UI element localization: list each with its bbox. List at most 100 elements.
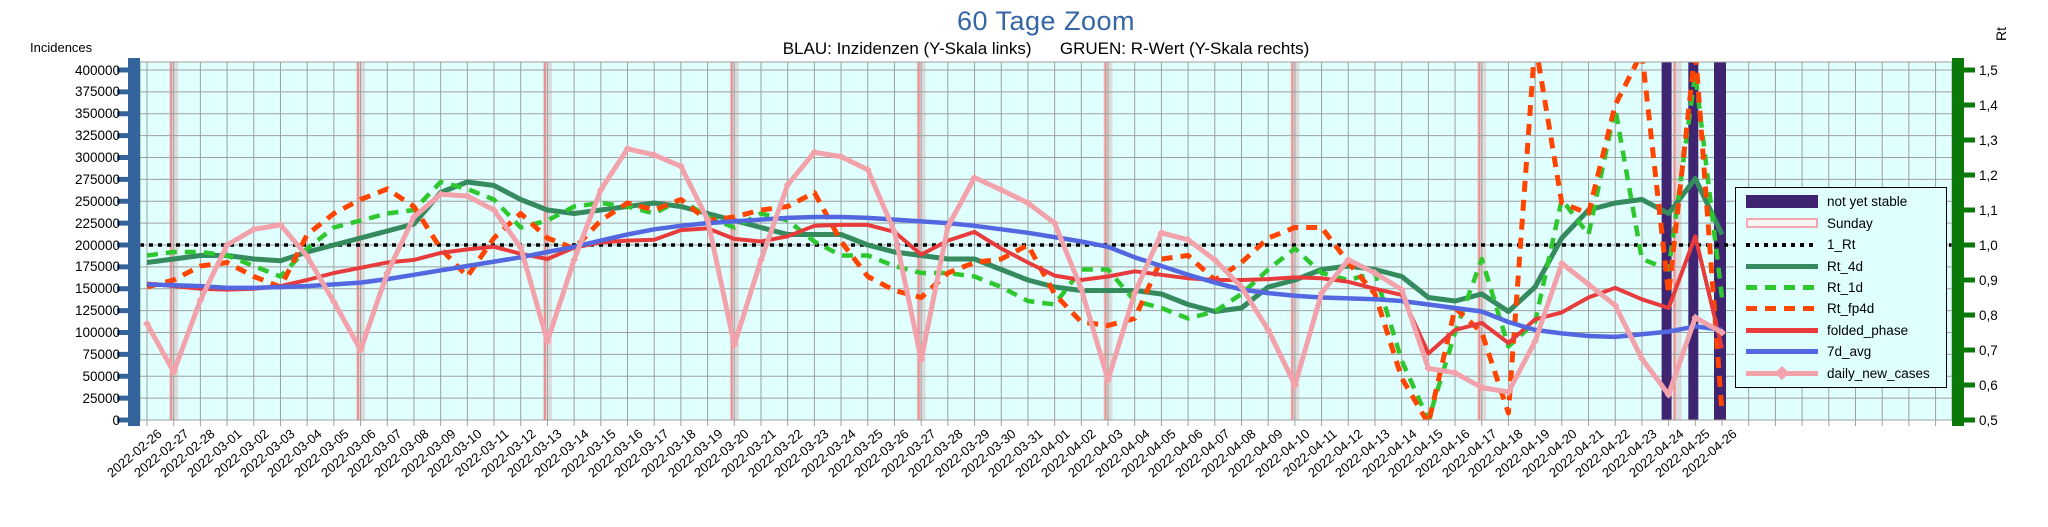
left-axis-tick — [117, 220, 128, 226]
daily-new-cases-marker — [436, 190, 445, 199]
daily-new-cases-marker — [810, 148, 819, 157]
right-axis-tick — [1964, 137, 1975, 143]
daily-new-cases-marker — [1344, 255, 1353, 264]
legend-swatch — [1746, 195, 1818, 209]
legend-swatch — [1746, 327, 1818, 333]
right-axis-tick — [1964, 242, 1975, 248]
left-axis-tick — [117, 351, 128, 357]
daily-new-cases-marker — [1718, 328, 1727, 337]
plot-background — [140, 62, 1952, 420]
chart-subtitle: BLAU: Inzidenzen (Y-Skala links) GRUEN: … — [782, 39, 1310, 58]
legend-label: not yet stable — [1827, 194, 1908, 210]
left-axis-tick-label: 400000 — [74, 62, 120, 78]
daily-new-cases-marker — [1264, 325, 1273, 334]
daily-new-cases-marker — [863, 165, 872, 174]
left-axis-tick — [117, 176, 128, 182]
right-axis-tick — [1964, 172, 1975, 178]
left-axis-tick — [117, 417, 128, 423]
daily-new-cases-marker — [1477, 383, 1486, 392]
legend-label: Sunday — [1827, 215, 1873, 231]
right-axis-title: Rt — [1993, 27, 2009, 41]
legend-item-folded-phase: folded_phase — [1736, 320, 1946, 340]
daily-new-cases-marker — [1130, 289, 1139, 298]
daily-new-cases-marker — [383, 269, 392, 277]
right-axis-tick — [1964, 312, 1975, 318]
left-axis-tick — [117, 264, 128, 270]
right-axis-tick-label: 1,0 — [1979, 237, 1998, 253]
left-axis-tick-label: 50000 — [82, 368, 120, 384]
legend-label: daily_new_cases — [1827, 365, 1930, 381]
left-axis-tick-label: 350000 — [74, 106, 120, 122]
left-axis-tick — [117, 198, 128, 204]
daily-new-cases-marker — [1077, 284, 1086, 293]
series-Rt_1d — [146, 71, 1725, 420]
legend-swatch — [1746, 306, 1818, 312]
daily-new-cases-marker — [1504, 388, 1513, 396]
daily-new-cases-marker — [276, 220, 285, 229]
legend-item-1-rt: 1_Rt — [1736, 235, 1946, 255]
daily-new-cases-marker — [249, 225, 258, 234]
left-axis-tick — [117, 308, 128, 314]
daily-new-cases-marker — [570, 255, 579, 264]
left-axis-tick — [117, 111, 128, 117]
right-axis-tick-label: 1,2 — [1979, 167, 1998, 183]
legend-label: folded_phase — [1827, 322, 1909, 338]
left-axis-bar — [128, 58, 140, 426]
daily-new-cases-marker — [329, 297, 338, 306]
daily-new-cases-marker — [223, 241, 232, 249]
daily-new-cases-marker — [1451, 368, 1460, 377]
legend-item-7d-avg: 7d_avg — [1736, 342, 1946, 362]
left-axis-tick — [117, 286, 128, 292]
legend: not yet stable Sunday 1_Rt Rt_4d Rt_1d Rt_fp4… — [1735, 187, 1947, 388]
left-axis-tick — [117, 67, 128, 73]
daily-new-cases-marker — [1424, 364, 1433, 373]
right-axis-tick — [1964, 417, 1975, 423]
left-axis-tick-label: 175000 — [74, 259, 120, 275]
legend-label: 7d_avg — [1827, 344, 1872, 360]
right-axis-tick-label: 0,9 — [1979, 272, 1998, 288]
daily-new-cases-marker — [303, 252, 312, 261]
left-axis-tick-label: 375000 — [74, 84, 120, 100]
daily-new-cases-marker — [1557, 259, 1566, 268]
legend-item-daily-new-cases: daily_new_cases — [1736, 363, 1946, 383]
left-axis-tick-label: 0 — [112, 412, 120, 428]
right-axis-tick — [1964, 347, 1975, 353]
daily-new-cases-marker — [169, 367, 178, 376]
left-axis-tick-label: 325000 — [74, 128, 120, 144]
daily-new-cases-marker — [1184, 235, 1193, 244]
legend-item-rt-4d: Rt_4d — [1736, 256, 1946, 276]
right-axis-tick-label: 1,1 — [1979, 202, 1998, 218]
left-axis-tick-label: 75000 — [82, 346, 120, 362]
daily-new-cases-marker — [970, 173, 979, 182]
daily-new-cases-marker — [1023, 199, 1032, 207]
left-axis-tick-label: 25000 — [82, 390, 120, 406]
daily-new-cases-marker — [1290, 381, 1299, 389]
daily-new-cases-marker — [196, 296, 205, 305]
legend-label: 1_Rt — [1827, 237, 1856, 253]
daily-new-cases-marker — [1637, 354, 1646, 363]
legend-item-rt-1d: Rt_1d — [1736, 277, 1946, 297]
left-axis-tick-label: 125000 — [74, 303, 120, 319]
legend-swatch — [1746, 349, 1818, 355]
diamond-marker-icon — [1774, 365, 1790, 380]
daily-new-cases-marker — [730, 340, 739, 349]
left-axis-tick — [117, 330, 128, 335]
right-axis-tick-label: 1,4 — [1979, 97, 1998, 113]
daily-new-cases-marker — [1237, 283, 1246, 291]
daily-new-cases-marker — [623, 144, 632, 153]
right-axis-tick-label: 1,3 — [1979, 132, 1998, 148]
left-axis-tick-label: 150000 — [74, 281, 120, 297]
daily-new-cases-marker — [676, 162, 685, 171]
sunday-band — [1672, 62, 1682, 420]
daily-new-cases-marker — [1531, 337, 1540, 346]
left-axis-tick — [117, 242, 128, 248]
right-axis-tick-label: 0,8 — [1979, 307, 1998, 323]
left-axis-tick — [117, 373, 128, 379]
legend-swatch — [1746, 263, 1818, 269]
not-yet-stable-bar — [1661, 62, 1672, 420]
left-axis-title: Incidences — [30, 40, 93, 55]
series-daily_new_cases — [144, 146, 1724, 398]
legend-swatch — [1746, 284, 1818, 290]
